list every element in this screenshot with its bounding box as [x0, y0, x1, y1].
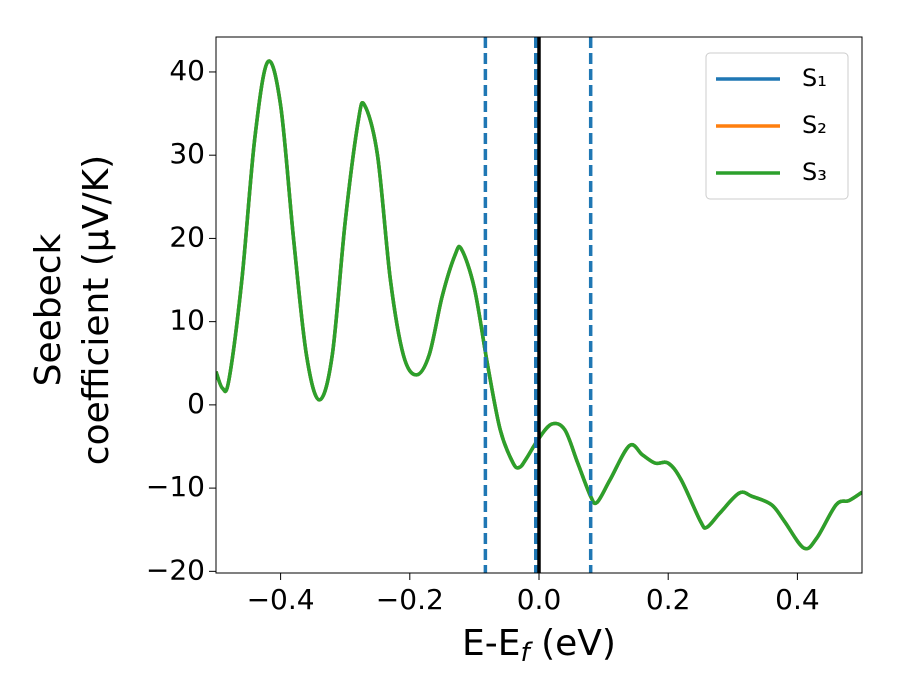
- y-tick-label: −10: [146, 470, 205, 503]
- y-tick-label: 10: [169, 304, 205, 337]
- legend-label: S₂: [802, 111, 827, 139]
- legend-label: S₁: [802, 64, 827, 92]
- x-label-part: E-E: [462, 623, 520, 664]
- y-tick-label: 40: [169, 54, 205, 87]
- series-line: [216, 59, 862, 551]
- y-tick-label: −20: [146, 553, 205, 586]
- y-tick-label: 0: [187, 387, 205, 420]
- plot-frame: [215, 36, 863, 574]
- x-tick-label: −0.2: [376, 583, 444, 616]
- x-tick-label: −0.4: [247, 583, 315, 616]
- y-label-line: Seebeck: [28, 233, 69, 386]
- y-axis-label: Seebeck coefficient (μV/K): [28, 155, 117, 465]
- x-tick-label: 0.2: [646, 583, 691, 616]
- x-label-part: (eV): [530, 623, 616, 664]
- x-tick-label: 0.0: [517, 583, 562, 616]
- plot: [216, 37, 862, 573]
- x-axis-label: E-Ef (eV): [462, 623, 616, 668]
- y-tick-label: 30: [169, 137, 205, 170]
- legend-label: S₃: [802, 158, 827, 186]
- y-tick-label: 20: [169, 220, 205, 253]
- x-tick-label: 0.4: [775, 583, 820, 616]
- y-label-line: coefficient (μV/K): [76, 155, 117, 465]
